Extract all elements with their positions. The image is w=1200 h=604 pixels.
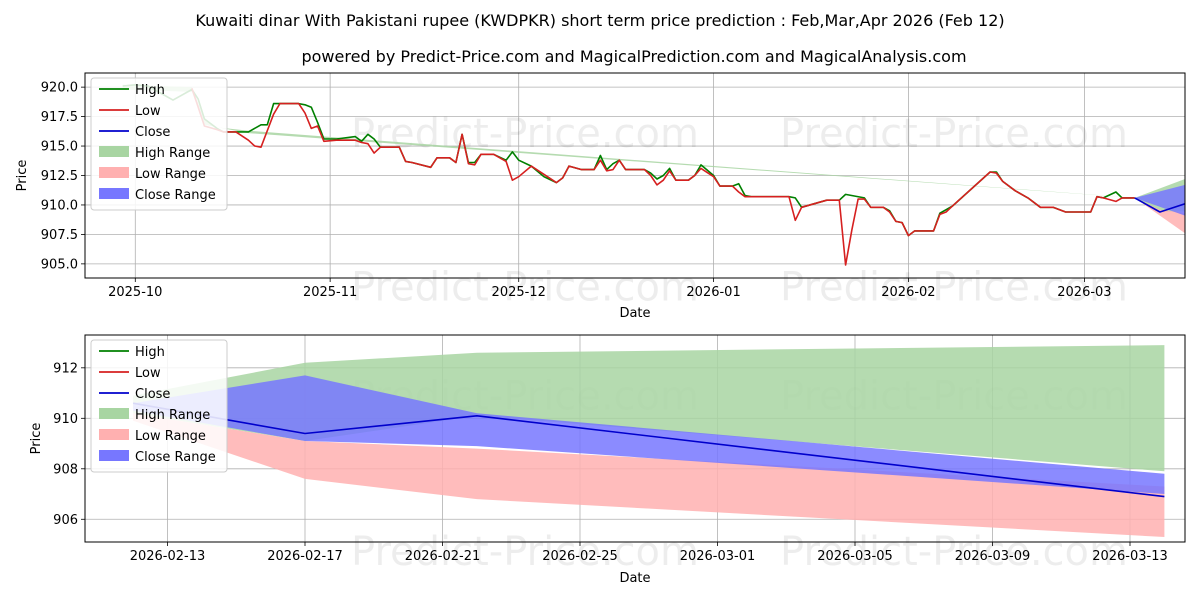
low-line: [191, 88, 1135, 266]
legend-label-close: Close: [135, 387, 170, 402]
x-tick-label: 2026-01: [686, 285, 740, 300]
high-range-band: [122, 84, 1185, 212]
y-tick-label: 912.5: [41, 169, 78, 184]
low-range-band: [1134, 197, 1185, 234]
x-tick-label: 2026-02-25: [542, 549, 618, 564]
x-axis-label: Date: [619, 306, 650, 321]
x-tick-label: 2025-11: [303, 285, 357, 300]
legend-swatch: [99, 429, 129, 440]
axes-frame: [84, 334, 1186, 543]
legend-swatch: [99, 450, 129, 461]
high-range-band: [133, 345, 1165, 472]
legend-label-close-range: Close Range: [135, 450, 216, 465]
legend-label-low-range: Low Range: [135, 429, 206, 444]
x-axis-label: Date: [619, 571, 650, 586]
y-tick-label: 910.0: [41, 198, 78, 213]
x-tick-label: 2026-02: [881, 285, 935, 300]
close-line: [1134, 197, 1185, 213]
x-tick-label: 2026-03-09: [955, 549, 1031, 564]
legend-label-close-range: Close Range: [135, 188, 216, 203]
legend-swatch: [99, 188, 129, 199]
forecast-panel: 2026-02-13 2026-02-17 2026-02-21 2026-02-25…: [29, 334, 1186, 586]
watermark: Predict-Price.com: [351, 529, 699, 575]
legend-label-high: High: [135, 83, 165, 98]
watermark: Predict-Price.com: [780, 111, 1128, 157]
watermark: Predict-Price.com: [351, 111, 699, 157]
y-tick-label: 906: [53, 513, 78, 528]
y-tick-label: 905.0: [41, 257, 78, 272]
legend-label-high-range: High Range: [135, 408, 210, 423]
close-range-band: [133, 375, 1165, 494]
y-tick-label: 908: [53, 462, 78, 477]
x-tick-label: 2025-10: [108, 285, 162, 300]
x-tick-label: 2026-03-05: [817, 549, 893, 564]
axes-frame: [84, 72, 1186, 279]
y-tick-label: 915.0: [41, 140, 78, 155]
y-tick-label: 907.5: [41, 228, 78, 243]
legend-swatch: [99, 146, 129, 157]
x-tick-label: 2026-02-13: [130, 549, 206, 564]
grid: [85, 73, 1185, 278]
x-tick-label: 2025-12: [492, 285, 546, 300]
x-tick-label: 2026-03: [1057, 285, 1111, 300]
x-tick-label: 2026-03-13: [1092, 549, 1168, 564]
legend-label-low: Low: [135, 366, 161, 381]
y-tick-label: 920.0: [41, 81, 78, 96]
x-tick-label: 2026-03-01: [680, 549, 756, 564]
y-tick-label: 917.5: [41, 110, 78, 125]
chart-subtitle: powered by Predict-Price.com and Magical…: [301, 47, 966, 66]
y-axis-label: Price: [15, 160, 30, 192]
chart-title: Kuwaiti dinar With Pakistani rupee (KWDP…: [195, 11, 1004, 30]
low-range-band: [133, 413, 1165, 537]
legend-label-close: Close: [135, 125, 170, 140]
y-tick-label: 912: [53, 361, 78, 376]
legend-label-high: High: [135, 345, 165, 360]
x-tick-label: 2026-02-17: [267, 549, 343, 564]
y-tick-label: 910: [53, 412, 78, 427]
y-axis-label: Price: [29, 423, 44, 455]
watermark: Predict-Price.com: [780, 265, 1128, 311]
legend-label-low-range: Low Range: [135, 167, 206, 182]
legend-swatch: [99, 408, 129, 419]
legend: High Low Close High Range Low Range Close Ran…: [90, 339, 228, 473]
watermark: Predict-Price.com: [780, 529, 1128, 575]
legend: High Low Close High Range Low Range Close Ran…: [90, 77, 228, 211]
legend-swatch: [99, 167, 129, 178]
legend-label-low: Low: [135, 104, 161, 119]
watermark: Predict-Price.com: [351, 265, 699, 311]
history-panel: 2025-10 2025-11 2025-12 2026-01 2026-02 2026-…: [15, 72, 1186, 321]
x-tick-label: 2026-02-21: [405, 549, 481, 564]
legend-label-high-range: High Range: [135, 146, 210, 161]
